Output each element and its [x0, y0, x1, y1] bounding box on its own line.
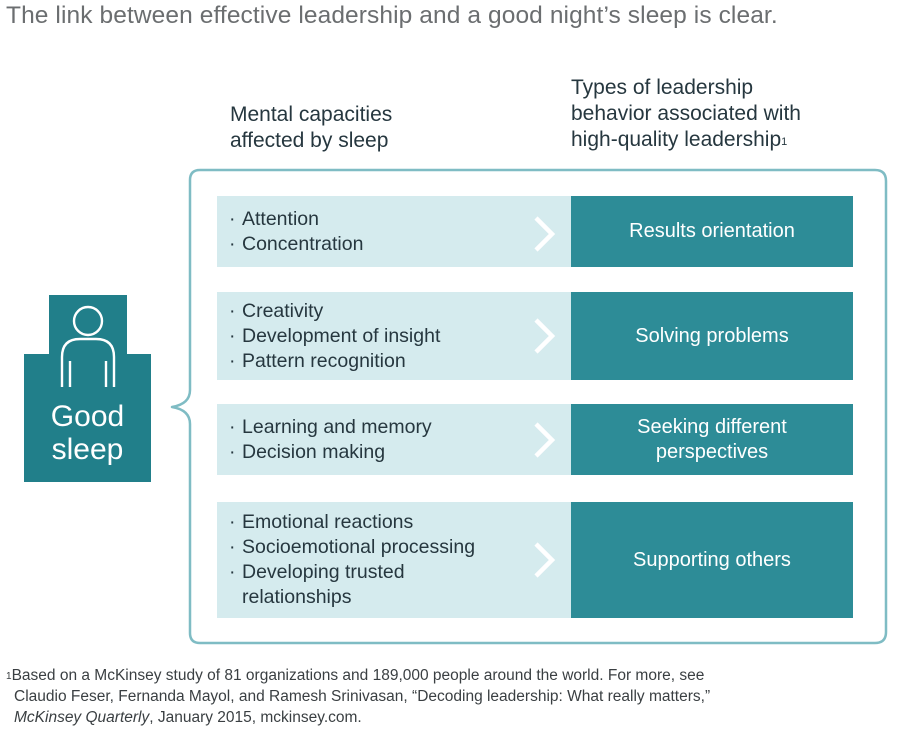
person-in-bed-icon: [60, 305, 116, 387]
header-left-line-2: affected by sleep: [230, 129, 389, 152]
sleep-pillow: [49, 295, 127, 355]
good-sleep-line-2: sleep: [51, 433, 124, 466]
bullet: ·: [229, 325, 236, 347]
list-item: · Decision making: [229, 441, 386, 463]
row-4-behavior-label: Supporting others: [633, 548, 791, 571]
bullet: ·: [229, 416, 236, 438]
header-right-line-3-text: high-quality leadership: [571, 128, 782, 151]
header-left-line-1: Mental capacities: [230, 103, 393, 126]
row-3-behavior-line-2: perspectives: [655, 440, 769, 463]
row-2-capacity-list: · Creativity · Development of insight · Pat…: [229, 299, 440, 374]
row-3-behavior-label: Seeking different perspectives: [637, 415, 787, 465]
chevron-right-icon: [534, 216, 556, 252]
footnote-line-2: Claudio Feser, Fernanda Mayol, and Rames…: [14, 688, 711, 705]
footnote-marker: 1: [6, 671, 12, 682]
page-title: The link between effective leadership an…: [6, 2, 778, 29]
bullet: ·: [229, 300, 236, 322]
bullet: ·: [229, 536, 236, 558]
footnote-line-1: 1Based on a McKinsey study of 81 organiz…: [6, 667, 705, 684]
good-sleep-label: Good sleep: [24, 400, 151, 466]
row-3-behavior: Seeking different perspectives: [571, 404, 853, 475]
header-mental-capacities: Mental capacities affected by sleep: [230, 102, 470, 154]
list-item: · Emotional reactions: [229, 511, 414, 533]
bullet: ·: [229, 350, 236, 372]
header-right-line-3: high-quality leadership1: [571, 127, 871, 153]
bullet: ·: [229, 511, 236, 533]
row-3-capacities: · Learning and memory · Decision making: [217, 404, 571, 475]
footnote: 1Based on a McKinsey study of 81 organiz…: [6, 665, 896, 728]
list-item: · Development of insight: [229, 325, 441, 347]
list-item: · Developing trusted relationships: [229, 561, 405, 608]
chevron-right-icon: [534, 542, 556, 578]
chevron-right-icon: [534, 422, 556, 458]
bullet: ·: [229, 441, 236, 463]
bullet: ·: [229, 561, 236, 583]
row-2-behavior: Solving problems: [571, 292, 853, 380]
chevron-right-icon: [534, 318, 556, 354]
list-item: · Socioemotional processing: [229, 536, 476, 558]
list-item: · Attention: [229, 208, 319, 230]
header-right-line-2: behavior associated with: [571, 102, 801, 125]
row-4-capacities: · Emotional reactions · Socioemotional pro…: [217, 502, 571, 618]
good-sleep-card: [24, 354, 151, 482]
header-leadership-behavior: Types of leadership behavior associated …: [571, 75, 871, 153]
row-2-capacities: · Creativity · Development of insight · Pat…: [217, 292, 571, 380]
list-item: · Concentration: [229, 233, 364, 255]
row-1-behavior-label: Results orientation: [629, 220, 795, 242]
header-right-line-1: Types of leadership: [571, 76, 754, 99]
list-item: · Pattern recognition: [229, 350, 406, 372]
row-1-capacities: · Attention · Concentration: [217, 196, 571, 267]
list-item: · Creativity: [229, 300, 324, 322]
bullet: ·: [229, 233, 236, 255]
row-3-capacity-list: · Learning and memory · Decision making: [229, 415, 432, 465]
good-sleep-line-1: Good: [50, 400, 125, 433]
row-4-behavior: Supporting others: [571, 502, 853, 618]
row-1-behavior: Results orientation: [571, 196, 853, 267]
bullet: ·: [229, 208, 236, 230]
row-2-behavior-label: Solving problems: [635, 324, 789, 347]
footnote-line-3: McKinsey Quarterly, January 2015, mckins…: [14, 709, 362, 726]
row-4-capacity-list: · Emotional reactions · Socioemotional pro…: [229, 510, 475, 610]
row-1-capacity-list: · Attention · Concentration: [229, 207, 363, 257]
list-item: · Learning and memory: [229, 416, 432, 438]
footnote-marker: 1: [781, 136, 788, 148]
row-3-behavior-line-1: Seeking different: [637, 415, 787, 438]
publication-name: McKinsey Quarterly: [14, 709, 150, 726]
